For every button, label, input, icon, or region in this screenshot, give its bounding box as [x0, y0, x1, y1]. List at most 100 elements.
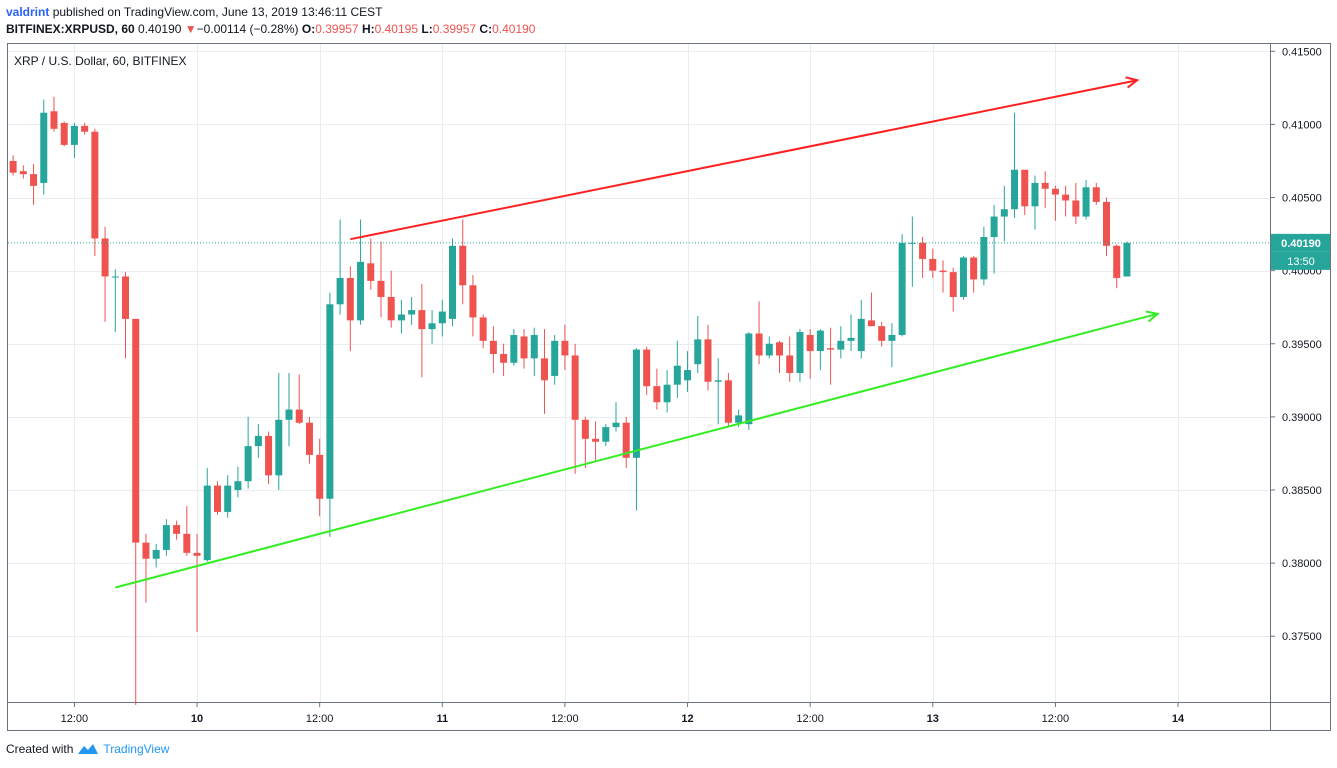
- time-tick-label: 12: [681, 713, 693, 725]
- candle-body: [173, 525, 181, 534]
- candle: [1123, 241, 1131, 277]
- candle: [162, 519, 170, 556]
- candle-body: [1113, 245, 1121, 278]
- candle-body: [1021, 169, 1029, 207]
- candle-body: [980, 237, 988, 280]
- candle-body: [1000, 209, 1008, 217]
- candle: [60, 121, 68, 147]
- candle-body: [1123, 242, 1131, 277]
- candle: [346, 266, 354, 352]
- candle-body: [213, 485, 221, 512]
- candle-body: [122, 276, 130, 319]
- candle-body: [990, 216, 998, 238]
- price-tick-label: 0.39500: [1282, 339, 1322, 351]
- close-value: 0.40190: [492, 22, 536, 36]
- candle-body: [632, 349, 640, 458]
- candle-body: [438, 311, 446, 324]
- candle-body: [357, 261, 365, 321]
- candle: [479, 314, 487, 349]
- candle: [122, 272, 130, 359]
- candle-body: [959, 257, 967, 297]
- candle-body: [265, 435, 273, 476]
- tradingview-brand[interactable]: TradingView: [103, 742, 170, 756]
- candle-body: [510, 334, 518, 363]
- candle: [418, 283, 426, 378]
- candle: [70, 122, 78, 159]
- candle: [193, 533, 201, 632]
- candle-body: [479, 317, 487, 341]
- candle: [1021, 169, 1029, 216]
- price-axis[interactable]: 0.415000.410000.405000.400000.395000.390…: [1270, 46, 1322, 643]
- price-tick-label: 0.41000: [1282, 119, 1322, 131]
- price-tick-label: 0.38500: [1282, 485, 1322, 497]
- candle: [234, 466, 242, 498]
- candle: [244, 416, 252, 489]
- candle-body: [551, 340, 559, 376]
- candle: [1113, 244, 1121, 289]
- candle: [387, 270, 395, 328]
- candle: [142, 533, 150, 603]
- candle-body: [459, 245, 467, 286]
- candle: [1082, 179, 1090, 220]
- candle: [990, 204, 998, 274]
- price-tick-label: 0.40500: [1282, 193, 1322, 205]
- candle-body: [847, 337, 855, 341]
- candle: [622, 416, 630, 469]
- candle-body: [878, 326, 886, 341]
- candle-body: [428, 323, 436, 330]
- candle: [898, 234, 906, 337]
- candle: [438, 299, 446, 337]
- ohlc-info: BITFINEX:XRPUSD, 60 0.40190 ▼−0.00114 (−…: [6, 22, 535, 36]
- candle-body: [111, 276, 119, 278]
- publisher-username[interactable]: valdrint: [6, 5, 50, 19]
- candle-body: [30, 174, 38, 186]
- candle: [224, 475, 232, 518]
- candle-body: [152, 549, 160, 559]
- candle-body: [336, 277, 344, 305]
- candles: [9, 96, 1131, 705]
- candle-body: [500, 353, 508, 363]
- candle: [919, 237, 927, 278]
- candle-body: [489, 340, 497, 354]
- candle-body: [1092, 187, 1100, 202]
- candle-body: [408, 310, 416, 315]
- candle: [939, 260, 947, 293]
- countdown-badge: [1271, 251, 1330, 270]
- candle: [50, 96, 58, 132]
- low-value: 0.39957: [432, 22, 477, 36]
- candle-body: [305, 422, 313, 455]
- candle: [469, 275, 477, 337]
- candle: [275, 373, 283, 490]
- candle: [336, 219, 344, 315]
- candle: [694, 315, 702, 373]
- time-axis[interactable]: 12:00 10 12:00 11 12:00 12 12:00 13 12:00 14: [61, 702, 1185, 725]
- candle-body: [81, 125, 89, 132]
- candle: [530, 327, 538, 376]
- candle: [857, 299, 865, 359]
- candle-body: [694, 339, 702, 365]
- candle-body: [724, 380, 732, 423]
- candle-body: [939, 270, 947, 273]
- candle: [449, 238, 457, 327]
- candle: [571, 343, 579, 474]
- publish-info: valdrint published on TradingView.com, J…: [6, 5, 382, 19]
- candle: [1062, 185, 1070, 217]
- candle-body: [1051, 188, 1059, 195]
- candle: [213, 481, 221, 515]
- candle: [408, 296, 416, 325]
- candle: [551, 334, 559, 385]
- candle: [30, 163, 38, 205]
- close-label: C:: [479, 22, 493, 36]
- candle: [847, 314, 855, 352]
- candle-body: [1072, 200, 1080, 217]
- chart-frame: [7, 43, 1331, 731]
- candle-body: [224, 485, 232, 512]
- resistance-trendline: [350, 79, 1138, 241]
- candle: [500, 343, 508, 376]
- candle: [152, 544, 160, 568]
- current-price-label: 0.40190: [1281, 238, 1321, 250]
- candle: [959, 256, 967, 300]
- candle: [1092, 182, 1100, 205]
- candle: [19, 165, 27, 179]
